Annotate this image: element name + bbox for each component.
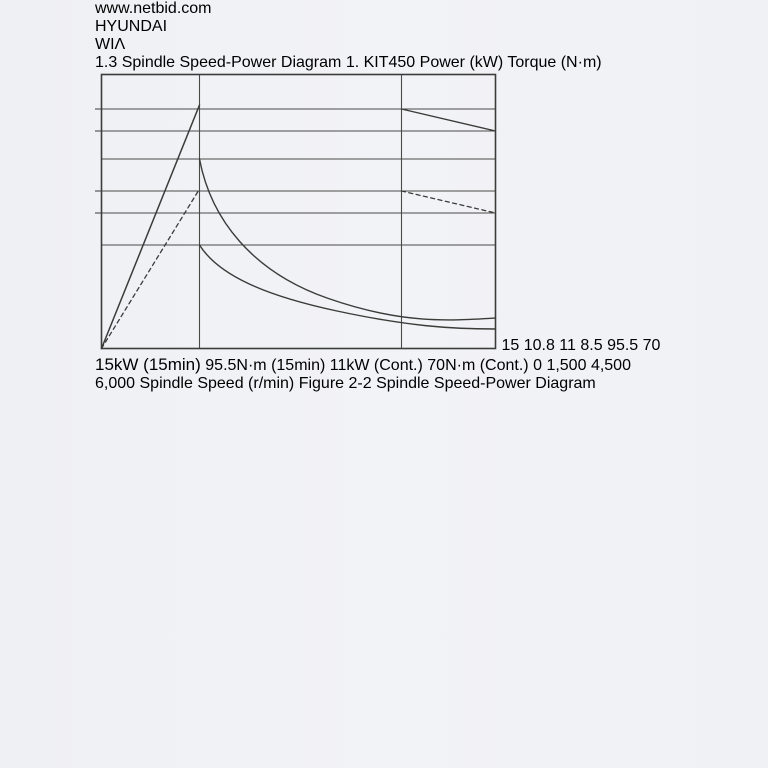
- x-axis-title: Spindle Speed (r/min): [139, 375, 295, 392]
- right-tick-70: 70: [642, 337, 661, 354]
- plot-border: [100, 73, 497, 350]
- right-tick-95-5: 95.5: [607, 337, 639, 354]
- logo-brand-wia: WIΛ: [95, 36, 126, 53]
- x-tick-0: 0: [533, 357, 542, 374]
- annotation-11kw: 11kW (Cont.): [329, 357, 423, 374]
- torque-curve-15min: [198, 158, 497, 321]
- spindle-chart-svg: [95, 73, 497, 350]
- gridlines: [95, 74, 496, 349]
- x-tick-1500: 1,500: [546, 357, 587, 374]
- power-droop-cont-dashed: [400, 190, 497, 214]
- section-heading: 1.3 Spindle Speed-Power Diagram: [95, 54, 342, 71]
- power-curve-15min-rise: [100, 104, 201, 350]
- printed-content: www.netbid.com HYUNDAI WIΛ 1.3 Spindle S…: [95, 0, 673, 393]
- power-droop-15min: [400, 108, 497, 132]
- annotation-15kw: 15kW (15min): [95, 355, 201, 374]
- model-list-item: 1. KIT450: [345, 54, 416, 71]
- left-tick-15: 15: [501, 337, 520, 354]
- left-tick-11: 11: [559, 337, 576, 354]
- torque-curve-cont: [198, 244, 497, 330]
- left-tick-10-8: 10.8: [523, 337, 555, 354]
- figure-caption: Figure 2-2 Spindle Speed-Power Diagram: [298, 375, 596, 392]
- curves: [100, 104, 497, 350]
- annotation-95-5nm: 95.5N·m (15min): [205, 357, 326, 374]
- left-axis-title: Power (kW): [419, 54, 504, 71]
- annotation-70nm: 70N·m (Cont.): [427, 357, 529, 374]
- left-tick-8-5: 8.5: [580, 337, 603, 354]
- logo-brand-hyundai: HYUNDAI: [95, 18, 168, 35]
- document-page: www.netbid.com HYUNDAI WIΛ 1.3 Spindle S…: [95, 0, 673, 768]
- netbid-watermark: www.netbid.com: [95, 0, 212, 17]
- power-curve-cont-rise-dashed: [100, 188, 201, 350]
- x-tick-6000: 6,000: [95, 375, 136, 392]
- right-axis-title: Torque (N·m): [507, 54, 602, 71]
- x-tick-4500: 4,500: [590, 357, 631, 374]
- photographer-shadow: [95, 393, 673, 768]
